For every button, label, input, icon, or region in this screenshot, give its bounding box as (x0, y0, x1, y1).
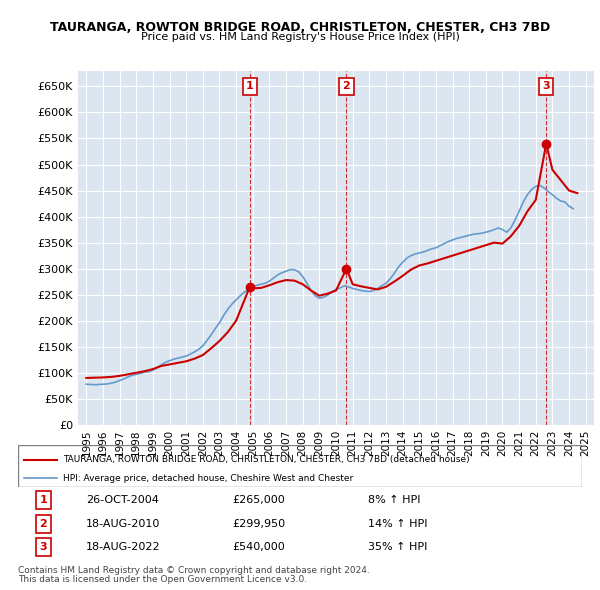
Text: 26-OCT-2004: 26-OCT-2004 (86, 495, 158, 505)
Text: £299,950: £299,950 (232, 519, 286, 529)
Text: 3: 3 (40, 542, 47, 552)
Text: £540,000: £540,000 (232, 542, 285, 552)
Text: Contains HM Land Registry data © Crown copyright and database right 2024.: Contains HM Land Registry data © Crown c… (18, 566, 370, 575)
Text: 8% ↑ HPI: 8% ↑ HPI (368, 495, 420, 505)
Text: TAURANGA, ROWTON BRIDGE ROAD, CHRISTLETON, CHESTER, CH3 7BD: TAURANGA, ROWTON BRIDGE ROAD, CHRISTLETO… (50, 21, 550, 34)
Text: 3: 3 (542, 81, 550, 91)
Text: 1: 1 (246, 81, 254, 91)
Text: 14% ↑ HPI: 14% ↑ HPI (368, 519, 427, 529)
Text: £265,000: £265,000 (232, 495, 285, 505)
Text: HPI: Average price, detached house, Cheshire West and Chester: HPI: Average price, detached house, Ches… (63, 474, 353, 483)
Text: 2: 2 (343, 81, 350, 91)
Text: This data is licensed under the Open Government Licence v3.0.: This data is licensed under the Open Gov… (18, 575, 307, 584)
Text: 1: 1 (40, 495, 47, 505)
Text: 2: 2 (40, 519, 47, 529)
Text: 35% ↑ HPI: 35% ↑ HPI (368, 542, 427, 552)
Text: 18-AUG-2010: 18-AUG-2010 (86, 519, 160, 529)
Text: Price paid vs. HM Land Registry's House Price Index (HPI): Price paid vs. HM Land Registry's House … (140, 32, 460, 42)
Text: TAURANGA, ROWTON BRIDGE ROAD, CHRISTLETON, CHESTER, CH3 7BD (detached house): TAURANGA, ROWTON BRIDGE ROAD, CHRISTLETO… (63, 455, 470, 464)
Text: 18-AUG-2022: 18-AUG-2022 (86, 542, 160, 552)
